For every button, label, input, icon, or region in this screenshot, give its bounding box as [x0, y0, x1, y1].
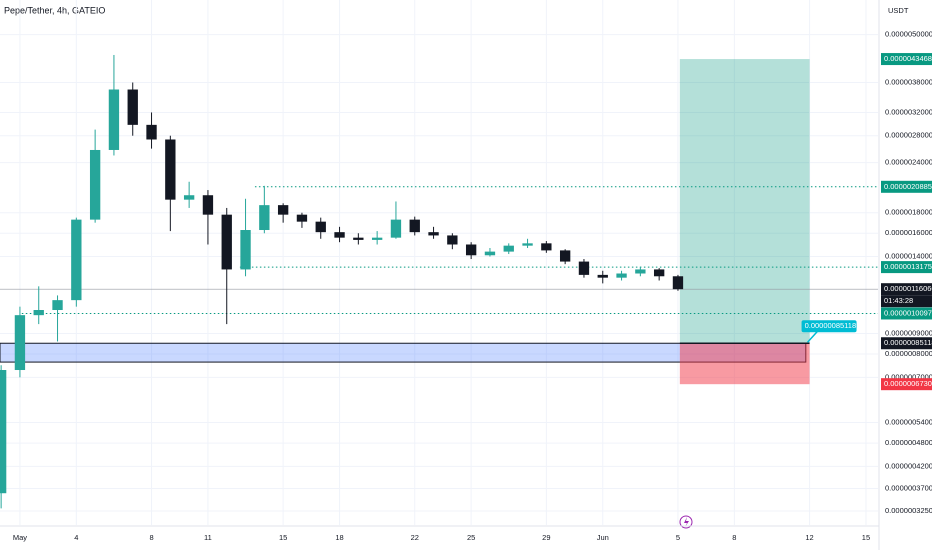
candle-body: [616, 273, 627, 278]
price-label: 0.00000208859: [884, 182, 932, 191]
x-tick-label: 22: [411, 533, 419, 542]
x-tick-label: 25: [467, 533, 475, 542]
y-tick-label: 0.00000280000: [885, 131, 932, 140]
candle-body: [165, 139, 176, 200]
x-tick-label: 8: [149, 533, 153, 542]
x-tick-label: 12: [805, 533, 813, 542]
candle-body: [484, 251, 496, 256]
price-label: 0.00000067301: [884, 379, 932, 388]
candle-body: [296, 214, 308, 222]
price-label: 0.00000100977: [884, 308, 932, 317]
lightning-icon[interactable]: [679, 515, 693, 529]
candle-body: [578, 261, 590, 275]
candle-body: [108, 89, 120, 150]
x-tick-label: 15: [279, 533, 287, 542]
y-tick-label: 0.00000054000: [885, 418, 932, 427]
profit-zone: [679, 59, 810, 344]
y-tick-label: 0.00000500000: [885, 30, 932, 39]
candle-body: [259, 205, 270, 231]
candle-body: [672, 276, 684, 290]
price-label-box: [881, 180, 932, 193]
candle-body: [71, 219, 82, 301]
countdown: 01:43:28: [884, 296, 913, 305]
candle-body: [390, 219, 402, 238]
price-label-box: [881, 53, 932, 66]
y-tick-label: 0.00000090000: [885, 329, 932, 338]
y-tick-label: 0.00000160000: [885, 228, 932, 237]
price-label-box: [881, 283, 932, 296]
candle-body: [353, 237, 364, 240]
price-label-box: [881, 337, 932, 350]
y-tick-label: 0.00000240000: [885, 158, 932, 167]
y-tick-label: 0.00000320000: [885, 107, 932, 116]
x-tick-label: Jun: [597, 533, 609, 542]
candle-body: [89, 149, 101, 220]
candle-body: [447, 235, 458, 245]
x-tick-label: 11: [204, 533, 212, 542]
x-tick-label: 29: [542, 533, 550, 542]
icon-bolt[interactable]: [684, 517, 689, 527]
y-tick-label: 0.00000180000: [885, 208, 932, 217]
x-tick-label: 8: [732, 533, 736, 542]
callout-box: [801, 320, 857, 333]
x-tick-label: 4: [74, 533, 78, 542]
candle-body: [146, 124, 157, 140]
candle-body: [221, 214, 232, 270]
loss-zone: [679, 343, 810, 385]
candle-body: [371, 237, 383, 240]
price-label: 0.00000085118: [884, 338, 932, 347]
price-label-box: [881, 378, 932, 391]
y-tick-label: 0.00000080000: [885, 349, 932, 358]
y-tick-label: 0.00000042000: [885, 461, 932, 470]
x-tick-label: 5: [676, 533, 680, 542]
candle-body: [541, 243, 552, 251]
axis-unit: USDT: [888, 6, 909, 15]
x-tick-label: 15: [862, 533, 870, 542]
candle-body: [559, 250, 571, 262]
chart-title: Pepe/Tether, 4h, GATEIO: [4, 5, 105, 15]
candle-body: [240, 230, 251, 270]
candle-body: [52, 300, 63, 311]
price-label: 0.00000434680: [884, 54, 932, 63]
candle-body: [315, 221, 326, 233]
candle-body: [635, 269, 646, 274]
candle-body: [334, 232, 345, 238]
candle-body: [653, 269, 665, 277]
y-tick-label: 0.00000048000: [885, 438, 932, 447]
candle-body: [465, 244, 477, 256]
candle-body: [183, 195, 195, 200]
countdown-box: [881, 295, 932, 308]
x-tick-label: May: [13, 533, 27, 542]
candle-body: [14, 315, 26, 371]
y-tick-label: 0.00000032500: [885, 506, 932, 515]
candle-body: [428, 232, 439, 236]
candle-body: [409, 219, 420, 233]
candle-body: [503, 245, 514, 252]
price-label-box: [881, 307, 932, 320]
price-label: 0.00000131756: [884, 262, 932, 271]
candle-body: [277, 205, 289, 215]
y-tick-label: 0.00000140000: [885, 252, 932, 261]
y-tick-label: 0.00000380000: [885, 77, 932, 86]
callout-pointer: [807, 330, 819, 343]
icon-ring[interactable]: [679, 515, 693, 529]
candle-body: [597, 274, 608, 278]
x-tick-label: 18: [335, 533, 343, 542]
candle-body: [33, 310, 44, 316]
candle-body: [522, 243, 533, 246]
callout-label: 0.00000085118: [805, 321, 857, 330]
y-tick-label: 0.00000070000: [885, 372, 932, 381]
price-label: 0.00000116066: [884, 284, 932, 293]
candle-body: [0, 370, 7, 494]
candle-body: [127, 89, 138, 125]
price-label-box: [881, 261, 932, 274]
y-tick-label: 0.00000037000: [885, 483, 932, 492]
candle-body: [202, 195, 214, 215]
